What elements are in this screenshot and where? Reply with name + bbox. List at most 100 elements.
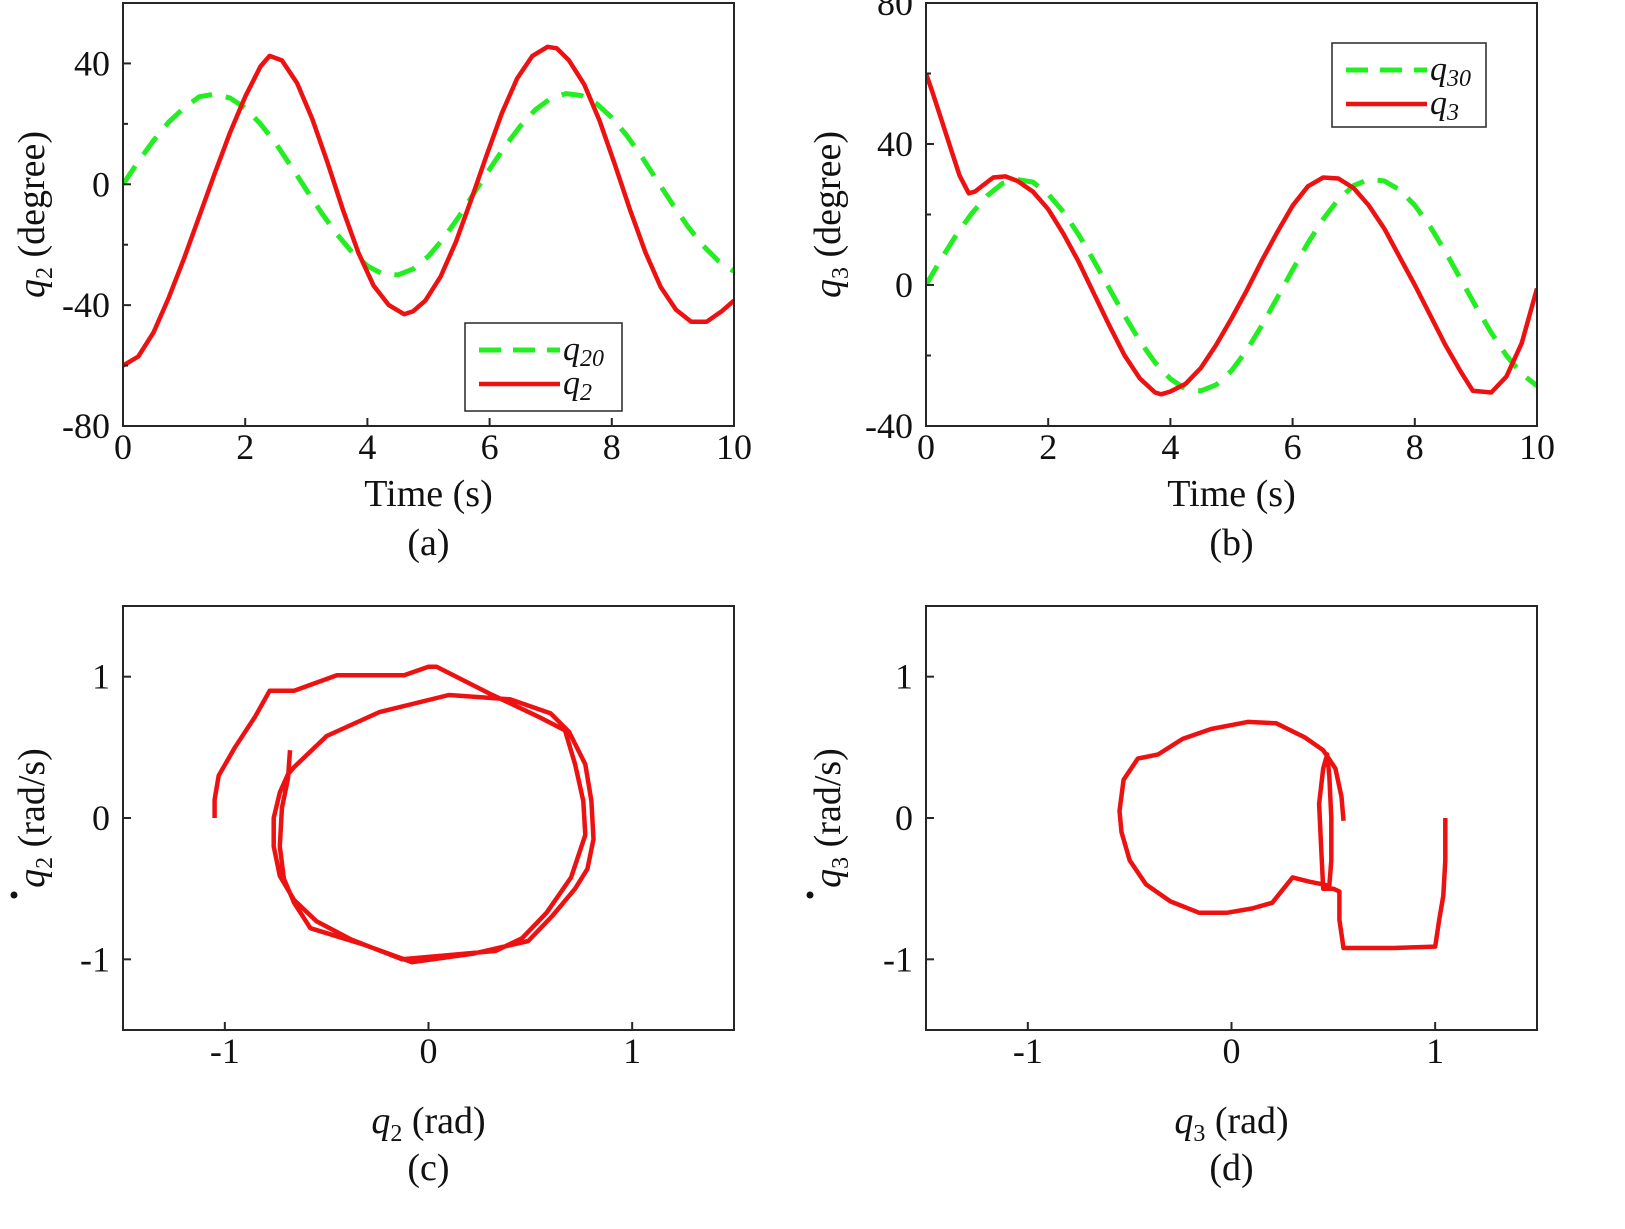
panel-label: (a) [407,522,449,564]
axis-label-spacer [402,1100,412,1142]
axis-label-spacer [11,258,53,268]
axis-label-spacer [1205,1100,1215,1142]
y-tick-label: -40 [62,285,110,325]
axis-label-unit: (degree) [11,131,53,258]
y-tick-label: -1 [80,939,110,979]
panel-label: (c) [407,1147,449,1189]
axis-label-subscript: 3 [1193,1121,1205,1147]
panel-label: (d) [1209,1147,1253,1189]
y-axis-label: q3 (degree) [807,131,854,298]
legend-label-q2: q2 [563,365,592,406]
y-axis-label: q2 (degree) [11,131,58,298]
axis-label-unit: (rad/s) [807,748,849,847]
axis-label-symbol: q [11,279,53,298]
series-line-q30 [926,176,1537,394]
axis-label-unit: (rad) [412,1100,486,1142]
x-tick-label: 6 [481,427,499,467]
legend-symbol: q [1430,85,1447,122]
series-line-q2 [123,44,734,368]
axis-label-subscript: 2 [32,857,58,869]
x-tick-label: 1 [1426,1031,1444,1071]
series-line-q20 [123,91,734,278]
legend-label-q20: q20 [563,331,604,372]
legend-symbol: q [563,365,580,402]
legend-symbol: q [1430,51,1447,88]
x-tick-label: 2 [1039,427,1057,467]
axis-label-symbol: q [11,869,53,888]
legend-subscript: 2 [580,380,592,406]
y-tick-label: 0 [92,164,110,204]
x-tick-label: 2 [236,427,254,467]
axis-label-subscript: 3 [828,267,854,279]
x-tick-label: -1 [1013,1031,1043,1071]
x-tick-label: 0 [917,427,935,467]
axis-label-spacer [807,258,849,268]
series-group [1117,719,1448,951]
y-tick-label: 0 [895,265,913,305]
legend-subscript: 3 [1446,100,1459,126]
series-line-phase-q2 [212,664,596,965]
y-tick-label: 40 [74,43,110,83]
plot-frame [122,2,735,427]
legend-box [1331,42,1487,128]
y-tick-label: -1 [883,939,913,979]
x-tick-label: 8 [603,427,621,467]
derivative-dot [806,891,814,899]
legend-label-q30: q30 [1430,51,1471,92]
axis-label-unit: (s) [1246,473,1296,515]
axis-label-unit: (degree) [807,131,849,258]
axis-label-symbol: q [1174,1100,1193,1142]
axis-label-subscript: 2 [390,1121,402,1147]
axis-label-main: Time [364,473,443,515]
x-tick-label: 4 [1161,427,1179,467]
series-group [212,664,596,965]
x-tick-label: 8 [1406,427,1424,467]
x-axis-label: Time (s) [1167,473,1295,515]
series-line-phase-q3 [1117,719,1448,951]
axis-label-main: Time [1167,473,1246,515]
y-axis-label: q3 (rad/s) [807,748,854,888]
x-tick-label: 0 [1223,1031,1241,1071]
series-group [926,72,1537,397]
y-tick-label: 1 [895,657,913,697]
axis-label-symbol: q [807,279,849,298]
x-tick-label: 0 [420,1031,438,1071]
legend-box [464,322,623,412]
x-tick-label: 10 [1519,427,1555,467]
x-tick-label: 0 [114,427,132,467]
derivative-dot [10,891,18,899]
axis-label-spacer [807,847,849,857]
y-tick-label: 0 [895,798,913,838]
panel-label: (b) [1209,522,1253,564]
legend-label-q3: q3 [1430,85,1459,126]
y-tick-label: 80 [877,0,913,23]
axis-label-unit: (s) [443,473,493,515]
x-tick-label: 6 [1284,427,1302,467]
axis-label-unit: (rad/s) [11,748,53,847]
axis-label-spacer [11,847,53,857]
x-axis-label: q2 (rad) [371,1100,485,1147]
y-tick-label: 40 [877,124,913,164]
y-tick-label: 1 [92,657,110,697]
axis-label-symbol: q [807,869,849,888]
x-tick-label: 4 [358,427,376,467]
x-tick-label: 1 [623,1031,641,1071]
series-line-q3 [926,72,1537,397]
y-axis-label: q2 (rad/s) [11,748,58,888]
x-axis-label: q3 (rad) [1174,1100,1288,1147]
y-tick-label: 0 [92,798,110,838]
axis-label-symbol: q [371,1100,390,1142]
axis-label-subscript: 2 [32,267,58,279]
x-tick-label: 10 [716,427,752,467]
x-axis-label: Time (s) [364,473,492,515]
series-group [123,44,734,368]
legend-symbol: q [563,331,580,368]
